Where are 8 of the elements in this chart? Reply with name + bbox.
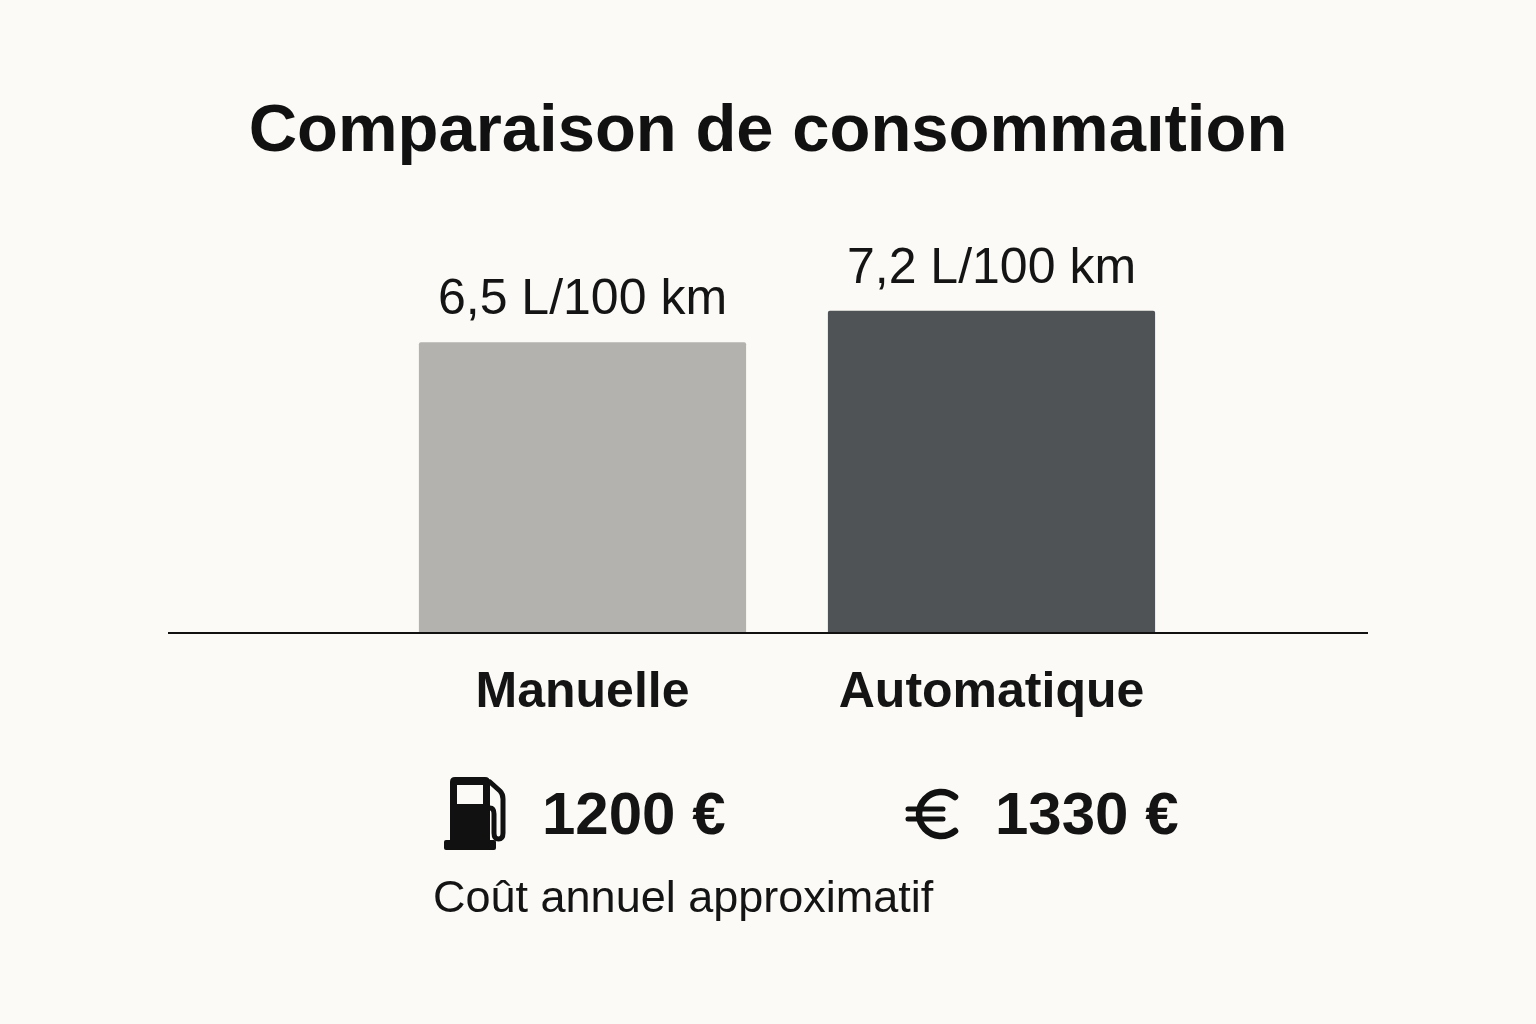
data-label: 7,2 L/100 km <box>846 237 1137 294</box>
text: Coût annuel approximatif <box>433 871 934 922</box>
x-tick-label: Manuelle <box>475 661 690 718</box>
x-tick-label: Automatique <box>838 661 1145 718</box>
text: 1330 € <box>995 779 1179 847</box>
text: 1200 € <box>542 779 726 847</box>
chart-title: Comparaison de consommaıtion <box>247 89 1289 167</box>
data-label: 6,5 L/100 km <box>437 269 728 326</box>
